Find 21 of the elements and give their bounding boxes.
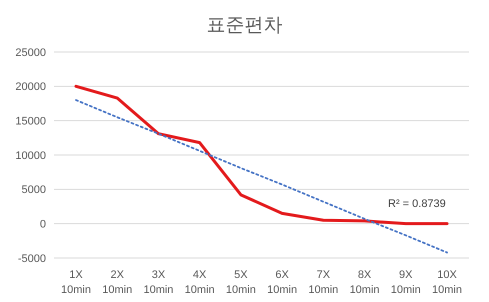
y-tick-label: -5000 (18, 252, 46, 265)
chart-title: 표준편차 (206, 14, 284, 38)
x-tick-label: 7X 10min (308, 269, 338, 296)
x-tick-label: 6X 10min (267, 269, 298, 296)
y-tick-label: 25000 (15, 46, 46, 59)
y-tick-label: 10000 (15, 150, 46, 162)
x-tick-label: 10X 10min (432, 269, 462, 296)
x-tick-label: 1X 10min (61, 269, 91, 296)
x-tick-label: 2X 10min (102, 269, 132, 296)
line-series (74, 84, 448, 226)
y-tick-label: 20000 (15, 81, 46, 94)
line-series (75, 99, 448, 254)
x-tick-label: 4X 10min (184, 269, 215, 296)
annotation: R² = 0.8739 (388, 198, 446, 210)
y-tick-label: 15000 (15, 116, 46, 128)
y-tick-label: 0 (40, 218, 46, 231)
x-tick-label: 8X 10min (350, 269, 380, 296)
x-tick-label: 9X 10min (390, 269, 421, 296)
y-tick-label: 5000 (22, 184, 46, 196)
x-tick-label: 5X 10min (226, 269, 256, 296)
x-tick-label: 3X 10min (143, 269, 174, 296)
